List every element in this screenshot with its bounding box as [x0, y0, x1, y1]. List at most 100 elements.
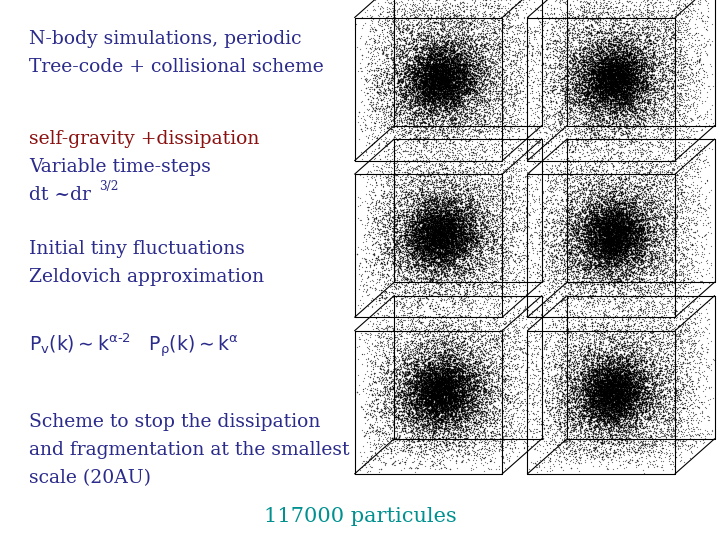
- Point: [572, 113, 583, 122]
- Point: [675, 399, 687, 407]
- Point: [683, 335, 694, 343]
- Point: [449, 394, 460, 402]
- Point: [624, 421, 636, 429]
- Point: [626, 82, 637, 91]
- Point: [585, 435, 596, 443]
- Point: [583, 48, 595, 57]
- Point: [464, 181, 476, 190]
- Point: [400, 241, 412, 249]
- Point: [396, 403, 408, 411]
- Point: [387, 338, 399, 347]
- Point: [597, 211, 608, 219]
- Point: [549, 274, 560, 282]
- Point: [669, 19, 680, 28]
- Point: [608, 249, 620, 258]
- Point: [598, 309, 610, 318]
- Point: [451, 89, 463, 97]
- Point: [593, 381, 605, 389]
- Point: [611, 212, 623, 220]
- Point: [438, 117, 449, 125]
- Point: [429, 216, 441, 225]
- Point: [667, 30, 679, 38]
- Point: [484, 184, 495, 193]
- Point: [569, 257, 580, 266]
- Point: [593, 200, 605, 208]
- Point: [609, 200, 621, 209]
- Point: [411, 155, 423, 164]
- Point: [488, 327, 500, 336]
- Point: [439, 347, 451, 356]
- Point: [580, 69, 592, 78]
- Point: [611, 372, 623, 380]
- Point: [438, 363, 449, 372]
- Point: [570, 185, 581, 194]
- Point: [691, 319, 703, 328]
- Point: [575, 176, 586, 185]
- Point: [682, 318, 693, 327]
- Point: [495, 256, 506, 265]
- Point: [436, 239, 448, 248]
- Point: [585, 2, 596, 11]
- Point: [408, 97, 420, 105]
- Point: [413, 464, 424, 472]
- Point: [573, 366, 585, 374]
- Point: [386, 427, 397, 435]
- Point: [441, 65, 453, 74]
- Point: [676, 181, 688, 190]
- Point: [467, 69, 478, 78]
- Point: [548, 10, 559, 18]
- Point: [422, 281, 433, 290]
- Point: [624, 368, 636, 377]
- Point: [611, 214, 622, 222]
- Point: [582, 392, 593, 400]
- Point: [424, 212, 436, 220]
- Point: [573, 392, 585, 401]
- Point: [482, 62, 493, 70]
- Point: [639, 292, 651, 300]
- Point: [611, 389, 622, 397]
- Point: [580, 401, 591, 410]
- Point: [648, 411, 660, 420]
- Point: [426, 319, 437, 328]
- Point: [617, 93, 629, 102]
- Point: [608, 126, 619, 135]
- Point: [620, 343, 631, 352]
- Point: [582, 172, 594, 181]
- Point: [418, 241, 429, 249]
- Point: [420, 224, 432, 233]
- Point: [592, 110, 603, 119]
- Point: [480, 222, 492, 231]
- Point: [655, 118, 667, 126]
- Point: [414, 230, 426, 239]
- Point: [609, 390, 621, 399]
- Point: [614, 82, 626, 91]
- Point: [668, 46, 680, 55]
- Point: [647, 31, 658, 39]
- Point: [675, 75, 686, 83]
- Point: [645, 62, 657, 70]
- Point: [602, 85, 613, 94]
- Point: [620, 354, 631, 362]
- Point: [396, 237, 408, 246]
- Point: [614, 99, 626, 107]
- Point: [655, 116, 667, 124]
- Point: [660, 284, 671, 293]
- Point: [613, 194, 624, 203]
- Point: [418, 347, 430, 355]
- Point: [647, 399, 659, 407]
- Point: [600, 242, 611, 251]
- Point: [588, 412, 599, 421]
- Point: [521, 2, 533, 11]
- Point: [667, 21, 679, 29]
- Point: [438, 353, 450, 362]
- Point: [437, 82, 449, 90]
- Point: [634, 109, 645, 118]
- Point: [598, 211, 609, 220]
- Point: [459, 219, 471, 227]
- Point: [580, 455, 591, 464]
- Point: [562, 341, 574, 349]
- Point: [431, 93, 442, 102]
- Point: [411, 268, 423, 277]
- Point: [485, 32, 497, 41]
- Point: [545, 448, 557, 457]
